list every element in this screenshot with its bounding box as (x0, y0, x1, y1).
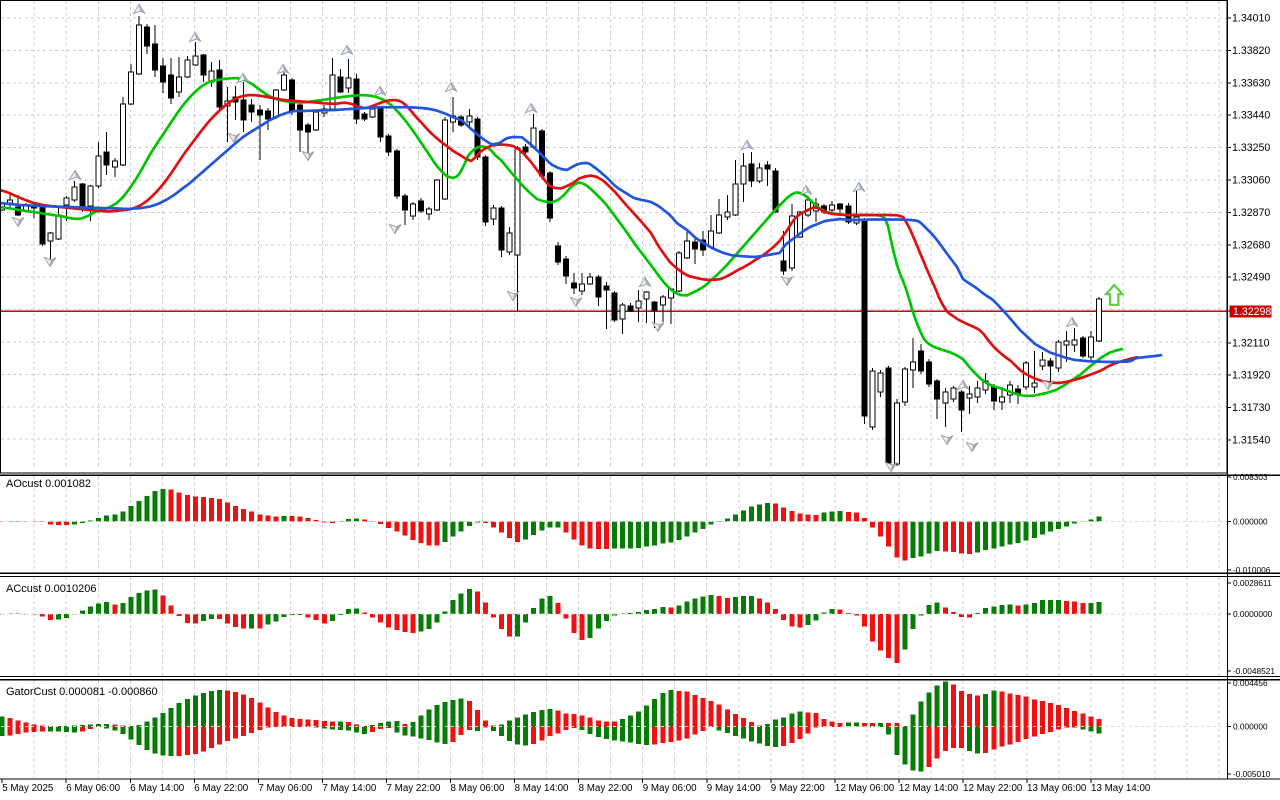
svg-text:1.32680: 1.32680 (1232, 239, 1270, 251)
svg-text:1.32110: 1.32110 (1232, 337, 1270, 349)
svg-text:1.33630: 1.33630 (1232, 77, 1270, 89)
svg-text:0.000000: 0.000000 (1233, 517, 1268, 527)
svg-text:8 May 06:00: 8 May 06:00 (451, 783, 505, 794)
svg-text:7 May 22:00: 7 May 22:00 (387, 783, 441, 794)
svg-text:1.31730: 1.31730 (1232, 402, 1270, 414)
svg-text:7 May 06:00: 7 May 06:00 (258, 783, 312, 794)
svg-text:1.32490: 1.32490 (1232, 272, 1270, 284)
svg-text:9 May 22:00: 9 May 22:00 (771, 783, 825, 794)
svg-text:1.31540: 1.31540 (1232, 435, 1270, 447)
svg-text:6 May 22:00: 6 May 22:00 (194, 783, 248, 794)
svg-text:9 May 06:00: 9 May 06:00 (643, 783, 697, 794)
svg-text:0.008303: 0.008303 (1233, 472, 1268, 482)
svg-text:AOcust 0.001082: AOcust 0.001082 (6, 478, 91, 490)
svg-text:1.31920: 1.31920 (1232, 370, 1270, 382)
svg-text:12 May 14:00: 12 May 14:00 (899, 783, 959, 794)
svg-text:1.34010: 1.34010 (1232, 13, 1270, 25)
svg-text:7 May 14:00: 7 May 14:00 (322, 783, 376, 794)
svg-text:1.33440: 1.33440 (1232, 110, 1270, 122)
svg-text:8 May 22:00: 8 May 22:00 (579, 783, 633, 794)
svg-text:6 May 14:00: 6 May 14:00 (130, 783, 184, 794)
svg-text:GatorCust 0.000081 -0.000860: GatorCust 0.000081 -0.000860 (6, 686, 158, 698)
svg-text:6 May 06:00: 6 May 06:00 (66, 783, 120, 794)
svg-text:1.32870: 1.32870 (1232, 207, 1270, 219)
svg-text:-0.0048521: -0.0048521 (1233, 666, 1275, 676)
svg-text:9 May 14:00: 9 May 14:00 (707, 783, 761, 794)
svg-text:8 May 14:00: 8 May 14:00 (515, 783, 569, 794)
svg-text:13 May 14:00: 13 May 14:00 (1091, 783, 1151, 794)
svg-text:-0.005010: -0.005010 (1233, 769, 1271, 779)
svg-text:1.33820: 1.33820 (1232, 45, 1270, 57)
svg-text:12 May 06:00: 12 May 06:00 (835, 783, 895, 794)
svg-text:12 May 22:00: 12 May 22:00 (963, 783, 1023, 794)
svg-text:0.0028611: 0.0028611 (1233, 578, 1272, 588)
svg-text:0.004456: 0.004456 (1233, 678, 1268, 688)
svg-text:13 May 06:00: 13 May 06:00 (1027, 783, 1087, 794)
svg-text:5 May 2025: 5 May 2025 (2, 783, 54, 794)
svg-text:-0.010006: -0.010006 (1233, 565, 1271, 575)
svg-text:ACcust 0.0010206: ACcust 0.0010206 (6, 583, 97, 595)
svg-text:0.0000000: 0.0000000 (1233, 609, 1273, 619)
svg-text:1.33250: 1.33250 (1232, 142, 1270, 154)
svg-text:1.32298: 1.32298 (1233, 306, 1271, 318)
svg-text:0.000000: 0.000000 (1233, 722, 1268, 732)
svg-text:1.33060: 1.33060 (1232, 175, 1270, 187)
